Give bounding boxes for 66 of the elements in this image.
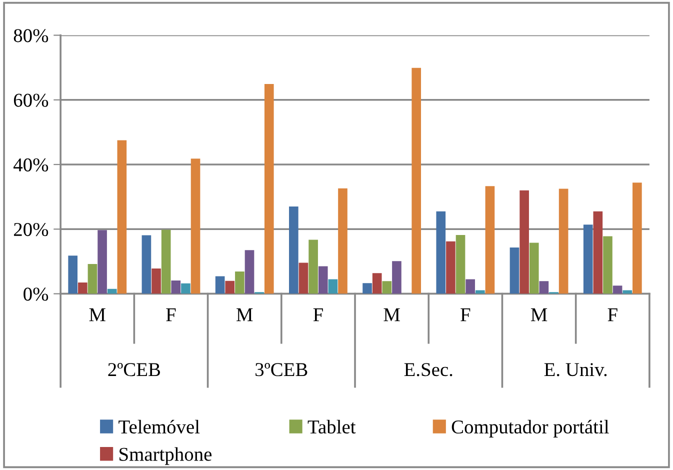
bar	[142, 235, 152, 294]
bar	[235, 271, 244, 294]
bar	[181, 283, 190, 294]
bar	[558, 188, 568, 294]
bar	[466, 279, 475, 294]
bar	[362, 283, 372, 294]
legend-label: Computador portátil	[452, 420, 609, 438]
bar	[318, 266, 328, 294]
bar	[161, 230, 171, 294]
x-tick-label: F	[166, 308, 176, 322]
bar	[436, 211, 446, 294]
bar	[392, 261, 402, 294]
x-tick-label: M	[236, 308, 253, 322]
bar	[117, 140, 127, 294]
bar	[68, 256, 78, 294]
bar	[520, 190, 529, 294]
bar	[475, 290, 485, 294]
bar	[78, 282, 88, 294]
bar	[529, 242, 539, 294]
bar	[382, 281, 392, 294]
bar	[612, 286, 622, 294]
bar	[215, 276, 225, 294]
bar	[308, 240, 318, 294]
x-tick-label: M	[530, 308, 548, 322]
y-tick-label: 0%	[24, 288, 48, 301]
bar	[244, 250, 254, 294]
x-tick-label: F	[608, 308, 618, 322]
x-tick-label: F	[313, 308, 323, 322]
bar	[289, 206, 298, 294]
bar	[171, 280, 181, 294]
legend-label: Tablet	[308, 420, 356, 434]
bar	[622, 290, 632, 294]
bar	[539, 281, 549, 294]
bar	[583, 224, 593, 294]
x-tick-label: F	[460, 308, 470, 322]
bar	[328, 279, 338, 294]
bar	[372, 273, 382, 294]
x-tick-label: M	[89, 308, 106, 322]
text: 2ºCEB	[108, 363, 160, 376]
bar	[485, 186, 495, 294]
bar	[510, 248, 520, 294]
text: E.Sec.	[404, 363, 452, 376]
bar	[412, 68, 422, 294]
bar	[338, 188, 348, 294]
y-tick-label: 20%	[14, 222, 48, 236]
y-tick-label: 40%	[14, 158, 48, 172]
bar	[88, 264, 98, 294]
bar	[225, 280, 235, 294]
y-tick-label: 60%	[14, 94, 48, 107]
bar	[446, 241, 456, 294]
bar	[107, 288, 117, 294]
text: 3ºCEB	[256, 363, 308, 376]
bar	[264, 84, 274, 294]
bar	[152, 268, 161, 294]
bar	[632, 182, 642, 294]
text: E. Univ.	[544, 363, 607, 376]
bar	[298, 262, 308, 294]
legend-label: Smartphone	[120, 447, 212, 465]
x-tick-label: M	[384, 308, 400, 322]
y-tick-label: 80%	[14, 29, 48, 42]
bar	[190, 158, 200, 294]
bar	[603, 236, 612, 294]
bar	[456, 234, 466, 294]
bar	[98, 230, 107, 294]
bar	[593, 211, 603, 294]
legend-label: Telemóvel	[118, 420, 200, 434]
